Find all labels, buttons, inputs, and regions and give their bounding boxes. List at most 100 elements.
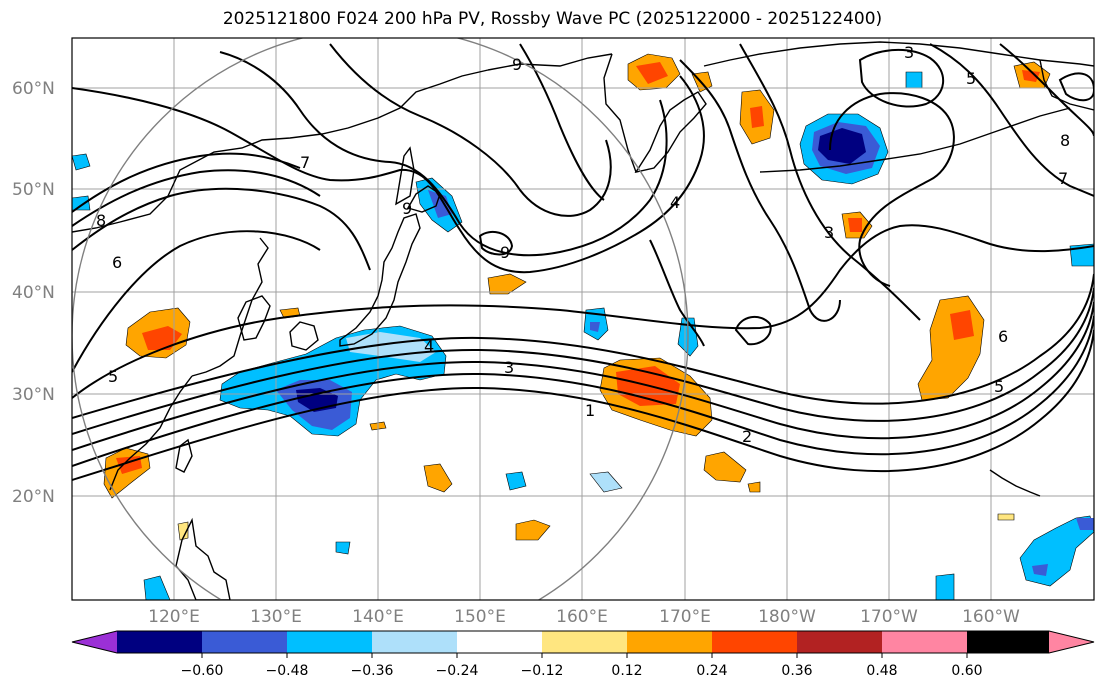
pv-contour xyxy=(734,315,772,346)
contour-labels: 1 2 3 4 5 5 6 6 7 7 8 8 9 9 9 3 3 5 4 xyxy=(96,43,1070,446)
reference-circle xyxy=(72,38,689,600)
coastline xyxy=(289,321,319,351)
pv-contour xyxy=(679,59,841,322)
pv-contour xyxy=(72,287,1094,435)
lat-label: 50°N xyxy=(12,180,55,200)
sakhalin xyxy=(395,146,415,206)
contour-label: 3 xyxy=(504,358,514,377)
colorbar-tick-label: −0.36 xyxy=(351,663,394,679)
japan-honshu xyxy=(339,213,421,347)
korea xyxy=(237,295,271,341)
lat-label: 40°N xyxy=(12,283,55,303)
lon-label: 160°W xyxy=(962,607,1020,627)
colorbar-segment xyxy=(627,631,712,653)
contour-label: 7 xyxy=(1058,169,1068,188)
colorbar-segment xyxy=(457,631,542,653)
anomaly-blob xyxy=(935,573,955,600)
anomaly-blob xyxy=(950,310,974,340)
contour-label: 5 xyxy=(108,367,118,386)
contour-label: 4 xyxy=(670,193,680,212)
anomaly-blob xyxy=(997,513,1015,521)
anomaly-blob xyxy=(143,575,171,600)
latitude-labels: 60°N 50°N 40°N 30°N 20°N xyxy=(12,79,55,507)
coastline xyxy=(72,69,489,233)
pv-contour xyxy=(329,43,612,217)
coastline xyxy=(109,375,193,491)
map-background xyxy=(72,38,1094,600)
pv-contour xyxy=(72,224,1094,399)
pv-contour xyxy=(72,273,1094,419)
lon-label: 120°E xyxy=(148,607,200,627)
lon-label: 140°E xyxy=(352,607,404,627)
pv-contour xyxy=(72,75,705,274)
pv-contour xyxy=(72,187,371,271)
anomaly-blob xyxy=(1032,564,1048,576)
colorbar-segment xyxy=(882,631,967,653)
pv-contour xyxy=(929,43,1094,197)
anomaly-blob xyxy=(1076,518,1094,530)
anomaly-blob xyxy=(487,273,527,295)
pv-contour xyxy=(72,301,1094,451)
anomaly-blob xyxy=(423,463,453,493)
contour-label: 5 xyxy=(994,377,1004,396)
colorbar-tick-label: −0.12 xyxy=(521,663,564,679)
pv-contour xyxy=(829,92,955,287)
anomaly-blob xyxy=(335,541,351,555)
contour-label: 7 xyxy=(300,153,310,172)
contour-label: 9 xyxy=(402,199,412,218)
anomaly-blob xyxy=(590,322,600,332)
lat-label: 60°N xyxy=(12,79,55,99)
pv-contour xyxy=(72,315,1094,467)
lon-label: 160°E xyxy=(556,607,608,627)
contour-label: 9 xyxy=(512,55,522,74)
anomaly-blob xyxy=(750,106,764,128)
colorbar-tick-label: −0.48 xyxy=(266,663,309,679)
colorbar-tick-label: 0.12 xyxy=(611,663,642,679)
contour-label: 2 xyxy=(742,427,752,446)
anomaly-blob xyxy=(515,519,551,541)
lon-label: 180°W xyxy=(758,607,816,627)
colorbar-tick-label: −0.60 xyxy=(181,663,224,679)
anomaly-blob xyxy=(346,332,436,362)
anomaly-blob xyxy=(905,71,923,89)
anomaly-blob xyxy=(818,128,866,164)
lon-label: 150°E xyxy=(454,607,506,627)
lon-label: 170°E xyxy=(659,607,711,627)
pv-contour xyxy=(478,230,514,256)
colorbar-segment xyxy=(797,631,882,653)
hawaii xyxy=(989,469,1041,497)
philippines xyxy=(175,517,231,600)
contour-label: 6 xyxy=(998,327,1008,346)
contour-label: 6 xyxy=(112,253,122,272)
colorbar-segment xyxy=(712,631,797,653)
contour-label: 3 xyxy=(824,223,834,242)
colorbar-segment xyxy=(372,631,457,653)
pv-contour xyxy=(999,43,1094,137)
colorbar-tick-label: 0.60 xyxy=(951,663,982,679)
alaska-coast xyxy=(1039,59,1094,111)
lat-label: 30°N xyxy=(12,385,55,405)
anomaly-blob xyxy=(177,521,189,541)
colorbar-tick-labels: −0.60 −0.48 −0.36 −0.24 −0.12 0.12 0.24 … xyxy=(181,663,983,679)
coastline xyxy=(191,237,269,377)
colorbar-segment xyxy=(202,631,287,653)
anomaly-blob xyxy=(428,190,452,218)
colorbar-tick-label: 0.36 xyxy=(781,663,812,679)
pv-contour xyxy=(72,230,321,373)
colorbar-extend-high xyxy=(1049,631,1094,653)
contour-label: 8 xyxy=(96,211,106,230)
colorbar-segment xyxy=(287,631,372,653)
pv-contours xyxy=(72,43,1094,481)
colorbar-segment xyxy=(542,631,627,653)
colorbar-outline xyxy=(71,630,1095,654)
colorbar: −0.60 −0.48 −0.36 −0.24 −0.12 0.12 0.24 … xyxy=(71,630,1095,679)
pv-contour xyxy=(219,51,668,257)
colorbar-extend-low xyxy=(72,631,117,653)
aleutians xyxy=(759,107,1071,173)
anomaly-blob xyxy=(747,481,761,493)
coastline xyxy=(603,53,637,173)
contour-label: 3 xyxy=(904,43,914,62)
contour-label: 1 xyxy=(585,401,595,420)
pv-contour xyxy=(858,48,945,108)
